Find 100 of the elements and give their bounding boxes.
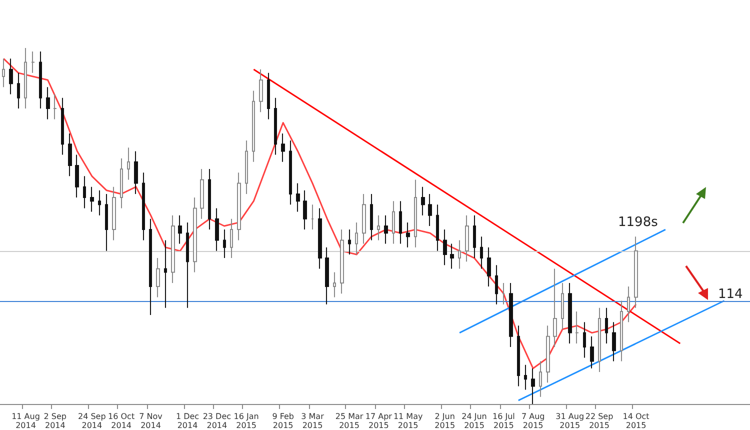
candlestick (340, 229, 344, 294)
candlestick (53, 94, 57, 120)
x-tick-label: 31 Aug 2015 (556, 412, 584, 430)
candlestick (200, 168, 204, 220)
candlestick (436, 204, 439, 252)
x-tick-label: 14 Oct 2015 (622, 412, 650, 430)
candlestick (127, 147, 130, 180)
candlestick (531, 368, 535, 404)
candlestick (568, 282, 572, 344)
x-tick-label: 24 Sep 2014 (78, 412, 106, 430)
candlestick (553, 268, 557, 348)
candlestick (406, 222, 410, 248)
annotation: 114 (718, 287, 743, 302)
candlestick (156, 258, 160, 298)
x-tick-label: 9 Feb 2015 (272, 412, 294, 430)
candlestick (134, 150, 138, 194)
candlestick (281, 132, 285, 162)
candlestick (561, 282, 564, 330)
candlestick (384, 214, 388, 244)
x-tick-label: 25 Mar 2015 (335, 412, 364, 430)
candlestick (443, 229, 447, 266)
x-tick-label: 24 Jun 2015 (462, 412, 487, 430)
candlestick (142, 172, 145, 241)
candlestick (414, 179, 417, 248)
x-tick-label: 16 Jul 2015 (492, 412, 515, 430)
candlestick (17, 72, 20, 110)
candlestick (39, 51, 42, 110)
candlestick (178, 214, 182, 244)
candlestick (215, 208, 219, 252)
candlestick (487, 246, 491, 288)
x-tick-label: 2 Jun 2015 (434, 412, 456, 430)
candlestick (348, 229, 351, 255)
candlestick (289, 140, 292, 206)
candlestick (627, 286, 630, 323)
candlestick (223, 229, 226, 259)
candlestick (98, 190, 101, 216)
candlestick (473, 214, 476, 259)
x-tick-label: 22 Sep 2015 (585, 412, 614, 430)
candlestick (46, 86, 50, 120)
candlestick (164, 240, 167, 308)
candlestick (267, 72, 270, 120)
candlestick (428, 193, 432, 226)
candlestick (509, 282, 513, 348)
x-tick-label: 23 Dec 2014 (202, 412, 232, 430)
candlestick (598, 307, 601, 372)
candlestick (237, 172, 241, 241)
candlestick (575, 310, 579, 344)
candlestick (245, 140, 248, 194)
candlestick (605, 307, 608, 344)
candlestick (303, 190, 307, 230)
candlestick (583, 322, 586, 358)
candlestick (377, 214, 380, 241)
candlestick (296, 182, 300, 212)
candlestick (502, 282, 505, 305)
x-tick-label: 2 Sep 2014 (44, 412, 67, 430)
candlestick (24, 48, 27, 110)
candlestick (171, 214, 175, 284)
candlestick (333, 272, 336, 298)
x-tick-label: 7 Nov 2014 (139, 412, 163, 430)
candlestick (105, 193, 108, 252)
candlestick (120, 158, 123, 209)
candlestick (75, 154, 79, 198)
candlestick (620, 300, 623, 362)
x-tick-label: 7 Aug 2015 (521, 412, 545, 430)
candlestick (450, 243, 454, 270)
candlestick (480, 236, 483, 270)
candlestick (355, 222, 358, 255)
candlestick (2, 58, 5, 88)
candlestick (318, 208, 322, 270)
x-tick-label: 1 Dec 2014 (176, 412, 200, 430)
candlestick (634, 236, 638, 308)
candlestick (362, 193, 366, 244)
candlestick (539, 360, 542, 398)
candlestick (186, 222, 189, 308)
candlestick (31, 51, 35, 74)
candlestick (274, 97, 277, 156)
candlestick (112, 186, 116, 241)
candlestick (61, 97, 64, 156)
candlestick (68, 132, 72, 177)
x-tick-label: 11 Aug 2014 (12, 412, 40, 430)
candlestick (612, 322, 616, 362)
annotation: 1198s (618, 215, 658, 230)
candlestick (90, 186, 94, 212)
candlestick (370, 193, 373, 241)
x-tick-label: 16 Jan 2015 (234, 412, 259, 430)
candlestick (421, 186, 425, 216)
candlestick (590, 336, 594, 369)
candlestick (208, 168, 211, 230)
x-tick-label: 16 Oct 2014 (108, 412, 135, 430)
candlestick (325, 246, 329, 305)
candlestick (83, 176, 86, 209)
candlestick (465, 214, 469, 262)
candlestick (9, 58, 13, 95)
candlestick (230, 218, 233, 259)
candlestick (399, 200, 402, 244)
candlestick (495, 264, 498, 305)
candlestick (517, 325, 520, 387)
candlestick (546, 325, 550, 384)
candlestick (311, 204, 314, 230)
x-tick-label: 3 Mar 2015 (301, 412, 325, 430)
